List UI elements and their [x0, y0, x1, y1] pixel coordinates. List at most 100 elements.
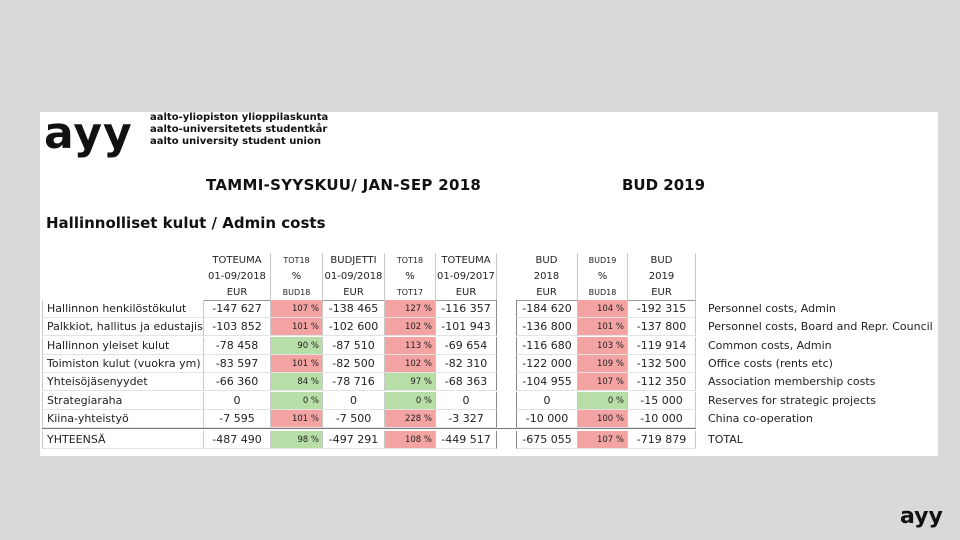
footer-logo: ayy	[900, 504, 943, 529]
column-header: BUD18	[578, 285, 628, 301]
column-header: EUR	[516, 285, 578, 301]
budget-title: BUD 2019	[622, 176, 706, 194]
row-label-en: Association membership costs	[708, 375, 876, 389]
percent-cell: 0 %	[578, 391, 628, 410]
amount-cell: -87 510	[323, 336, 385, 355]
amount-cell: -675 055	[516, 431, 578, 449]
period-title: TAMMI-SYYSKUU/ JAN-SEP 2018	[206, 176, 482, 194]
logo: ayy	[44, 108, 133, 159]
amount-cell: 0	[323, 391, 385, 410]
amount-cell: 0	[204, 391, 271, 410]
percent-cell: 127 %	[385, 300, 436, 318]
amount-cell: -102 600	[323, 318, 385, 337]
percent-cell: 101 %	[271, 318, 323, 337]
amount-cell: -487 490	[204, 431, 271, 449]
total-divider	[42, 428, 696, 430]
row-label-en: Office costs (rents etc)	[708, 356, 833, 370]
row-label: Strategiaraha	[42, 391, 204, 410]
amount-cell: -82 500	[323, 354, 385, 373]
percent-cell: 101 %	[578, 318, 628, 337]
org-name: aalto-universitetets studentkår	[150, 124, 328, 135]
column-header: EUR	[436, 285, 497, 301]
column-header: 2019	[628, 269, 696, 285]
percent-cell: 97 %	[385, 373, 436, 392]
amount-cell: -66 360	[204, 373, 271, 392]
percent-cell: 107 %	[271, 300, 323, 318]
percent-cell: 228 %	[385, 409, 436, 428]
percent-cell: 108 %	[385, 431, 436, 449]
amount-cell: -101 943	[436, 318, 497, 337]
column-header: EUR	[323, 285, 385, 301]
column-header: %	[385, 269, 436, 285]
org-name: aalto-yliopiston ylioppilaskunta	[150, 112, 329, 123]
percent-cell: 98 %	[271, 431, 323, 449]
row-label-en: Common costs, Admin	[708, 338, 832, 352]
amount-cell: -116 680	[516, 336, 578, 355]
amount-cell: -82 310	[436, 354, 497, 373]
amount-cell: -136 800	[516, 318, 578, 337]
row-label: Toimiston kulut (vuokra ym)	[42, 354, 204, 373]
amount-cell: -78 716	[323, 373, 385, 392]
column-header: 01-09/2018	[323, 269, 385, 285]
percent-cell: 100 %	[578, 409, 628, 428]
amount-cell: -68 363	[436, 373, 497, 392]
amount-cell: -7 500	[323, 409, 385, 428]
column-header: TOTEUMA	[204, 253, 271, 269]
column-header: TOT18	[385, 253, 436, 269]
column-header: %	[578, 269, 628, 285]
amount-cell: -119 914	[628, 336, 696, 355]
amount-cell: -719 879	[628, 431, 696, 449]
column-header: EUR	[204, 285, 271, 301]
percent-cell: 109 %	[578, 354, 628, 373]
column-header: BUD	[516, 253, 578, 269]
row-label: Palkkiot, hallitus ja edustajisto	[42, 318, 204, 337]
amount-cell: 0	[436, 391, 497, 410]
row-label-en: TOTAL	[708, 433, 743, 446]
row-label: Hallinnon henkilöstökulut	[42, 300, 204, 318]
amount-cell: -103 852	[204, 318, 271, 337]
amount-cell: -78 458	[204, 336, 271, 355]
column-header: BUD18	[271, 285, 323, 301]
amount-cell: -192 315	[628, 300, 696, 318]
amount-cell: -138 465	[323, 300, 385, 318]
amount-cell: -122 000	[516, 354, 578, 373]
amount-cell: -7 595	[204, 409, 271, 428]
amount-cell: -132 500	[628, 354, 696, 373]
column-header: EUR	[628, 285, 696, 301]
row-label-en: Personnel costs, Admin	[708, 302, 836, 315]
column-header: 01-09/2017	[436, 269, 497, 285]
row-label-en: Personnel costs, Board and Repr. Council	[708, 320, 933, 334]
row-label: Kiina-yhteistyö	[42, 409, 204, 428]
row-label: Yhteisöjäsenyydet	[42, 373, 204, 392]
section-title: Hallinnolliset kulut / Admin costs	[46, 214, 326, 232]
percent-cell: 0 %	[271, 391, 323, 410]
percent-cell: 113 %	[385, 336, 436, 355]
percent-cell: 107 %	[578, 431, 628, 449]
amount-cell: -3 327	[436, 409, 497, 428]
amount-cell: -116 357	[436, 300, 497, 318]
amount-cell: -112 350	[628, 373, 696, 392]
amount-cell: -497 291	[323, 431, 385, 449]
percent-cell: 104 %	[578, 300, 628, 318]
amount-cell: -147 627	[204, 300, 271, 318]
column-header: %	[271, 269, 323, 285]
percent-cell: 101 %	[271, 354, 323, 373]
org-name: aalto university student union	[150, 136, 321, 147]
admin-costs-panel: ayy aalto-yliopiston ylioppilaskunta aal…	[40, 108, 938, 456]
column-header: BUDJETTI	[323, 253, 385, 269]
amount-cell: -137 800	[628, 318, 696, 337]
amount-cell: -83 597	[204, 354, 271, 373]
amount-cell: -104 955	[516, 373, 578, 392]
column-header: TOT17	[385, 285, 436, 301]
percent-cell: 102 %	[385, 318, 436, 337]
row-label-en: Reserves for strategic projects	[708, 393, 876, 407]
amount-cell: -15 000	[628, 391, 696, 410]
column-header: TOTEUMA	[436, 253, 497, 269]
percent-cell: 101 %	[271, 409, 323, 428]
column-header: 01-09/2018	[204, 269, 271, 285]
amount-cell: -184 620	[516, 300, 578, 318]
percent-cell: 84 %	[271, 373, 323, 392]
row-label: Hallinnon yleiset kulut	[42, 336, 204, 355]
amount-cell: -69 654	[436, 336, 497, 355]
